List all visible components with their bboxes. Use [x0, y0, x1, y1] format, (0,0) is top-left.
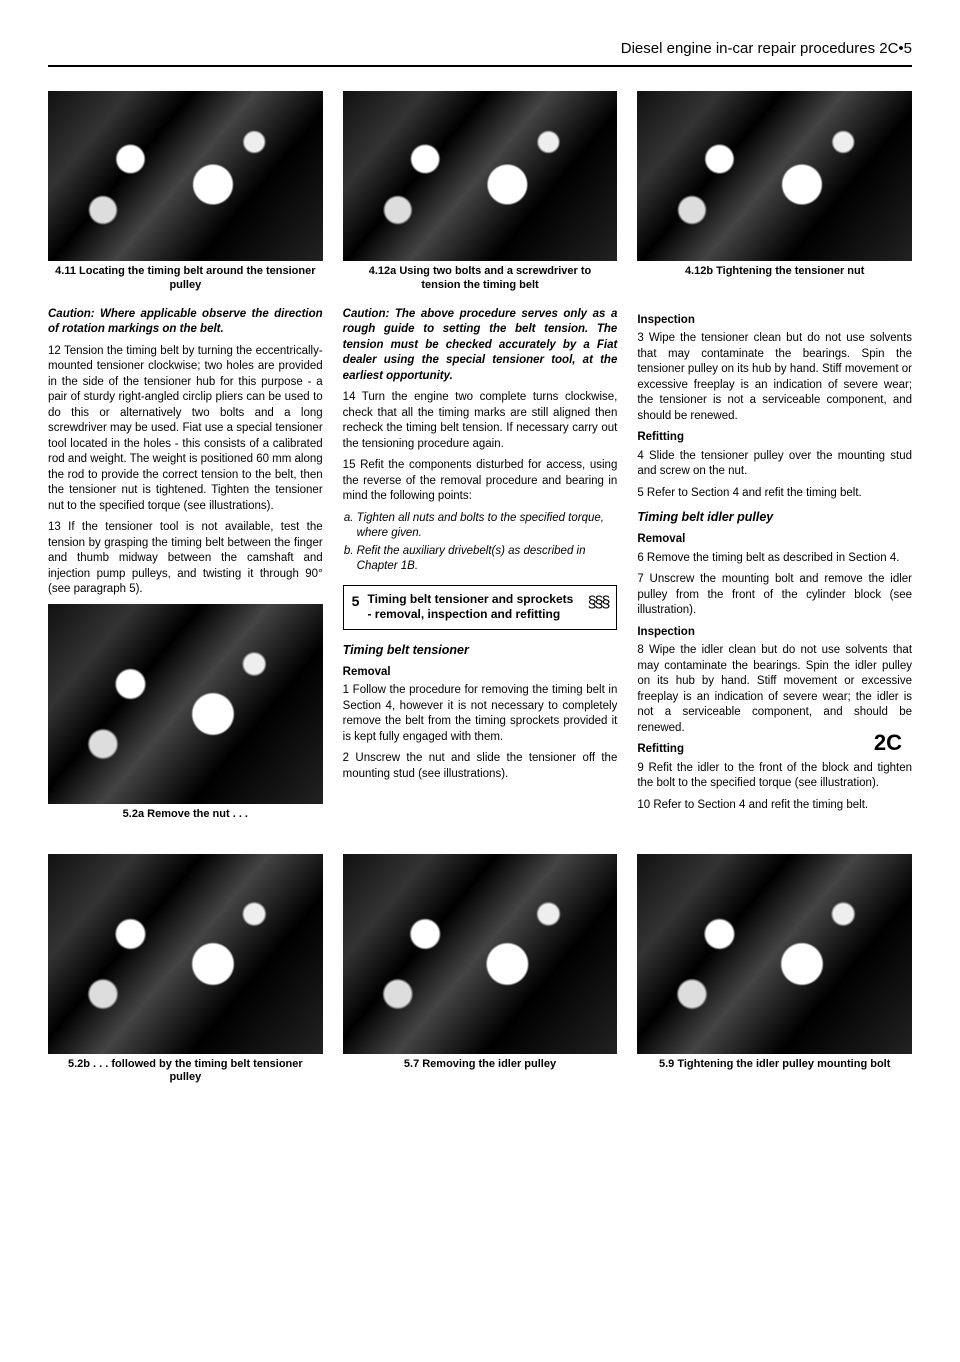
step-5-9: 9 Refit the idler to the front of the bl… [637, 761, 912, 792]
side-tab-2c: 2C [874, 730, 902, 756]
figure-4-11: 4.11 Locating the timing belt around the… [48, 91, 323, 293]
main-columns: Caution: Where applicable observe the di… [48, 307, 912, 836]
photo-bolts-screwdriver-tension [343, 91, 618, 261]
photo-tightening-idler-bolt [637, 854, 912, 1054]
step-5-1: 1 Follow the procedure for removing the … [343, 683, 618, 745]
step-5-5: 5 Refer to Section 4 and refit the timin… [637, 486, 912, 502]
step-5-7: 7 Unscrew the mounting bolt and remove t… [637, 572, 912, 619]
caption-4-12b: 4.12b Tightening the tensioner nut [637, 265, 912, 279]
page-header: Diesel engine in-car repair procedures 2… [48, 40, 912, 67]
caption-5-7: 5.7 Removing the idler pulley [343, 1058, 618, 1072]
section-5-box: 5 Timing belt tensioner and sprockets - … [343, 585, 618, 630]
photo-remove-nut [48, 604, 323, 804]
difficulty-icon: §§§ [588, 592, 609, 614]
figure-5-7: 5.7 Removing the idler pulley [343, 854, 618, 1072]
step-5-6: 6 Remove the timing belt as described in… [637, 551, 912, 567]
heading-removal-2: Removal [637, 532, 912, 548]
figure-5-2a: 5.2a Remove the nut . . . [48, 604, 323, 822]
caution-rotation-markings: Caution: Where applicable observe the di… [48, 307, 323, 338]
photo-tensioner-pulley-removed [48, 854, 323, 1054]
step-5-10: 10 Refer to Section 4 and refit the timi… [637, 798, 912, 814]
step-15a: Tighten all nuts and bolts to the specif… [357, 511, 618, 542]
column-2: Caution: The above procedure serves only… [343, 307, 618, 836]
photo-tighten-tensioner-nut [637, 91, 912, 261]
caption-4-11: 4.11 Locating the timing belt around the… [48, 265, 323, 293]
caption-4-12a: 4.12a Using two bolts and a screwdriver … [343, 265, 618, 293]
heading-timing-belt-tensioner: Timing belt tensioner [343, 642, 618, 659]
step-15: 15 Refit the components disturbed for ac… [343, 458, 618, 505]
heading-refitting-2: Refitting [637, 742, 912, 758]
step-12: 12 Tension the timing belt by turning th… [48, 344, 323, 515]
step-15b: Refit the auxiliary drivebelt(s) as desc… [357, 544, 618, 575]
figure-5-2b: 5.2b . . . followed by the timing belt t… [48, 854, 323, 1086]
caption-5-2a: 5.2a Remove the nut . . . [48, 808, 323, 822]
figure-4-12b: 4.12b Tightening the tensioner nut [637, 91, 912, 279]
caution-rough-guide: Caution: The above procedure serves only… [343, 307, 618, 385]
figure-5-9: 5.9 Tightening the idler pulley mounting… [637, 854, 912, 1072]
header-text: Diesel engine in-car repair procedures 2… [621, 40, 912, 57]
step-13: 13 If the tensioner tool is not availabl… [48, 520, 323, 598]
step-5-8: 8 Wipe the idler clean but do not use so… [637, 643, 912, 736]
step-5-4: 4 Slide the tensioner pulley over the mo… [637, 449, 912, 480]
column-3: Inspection 3 Wipe the tensioner clean bu… [637, 307, 912, 836]
caption-5-2b: 5.2b . . . followed by the timing belt t… [48, 1058, 323, 1086]
heading-inspection-2: Inspection [637, 625, 912, 641]
heading-idler-pulley: Timing belt idler pulley [637, 509, 912, 526]
caption-5-9: 5.9 Tightening the idler pulley mounting… [637, 1058, 912, 1072]
section-5-number: 5 [352, 592, 360, 611]
bottom-figure-row: 5.2b . . . followed by the timing belt t… [48, 854, 912, 1100]
column-1: Caution: Where applicable observe the di… [48, 307, 323, 836]
heading-refitting: Refitting [637, 430, 912, 446]
step-5-3: 3 Wipe the tensioner clean but do not us… [637, 331, 912, 424]
figure-4-12a: 4.12a Using two bolts and a screwdriver … [343, 91, 618, 293]
photo-timing-belt-tensioner-pulley [48, 91, 323, 261]
section-5-title: Timing belt tensioner and sprockets - re… [367, 592, 579, 623]
step-5-2: 2 Unscrew the nut and slide the tensione… [343, 751, 618, 782]
top-figure-row: 4.11 Locating the timing belt around the… [48, 91, 912, 307]
step-14: 14 Turn the engine two complete turns cl… [343, 390, 618, 452]
heading-removal: Removal [343, 665, 618, 681]
step-15-list: Tighten all nuts and bolts to the specif… [357, 511, 618, 575]
heading-inspection: Inspection [637, 313, 912, 329]
photo-removing-idler-pulley [343, 854, 618, 1054]
